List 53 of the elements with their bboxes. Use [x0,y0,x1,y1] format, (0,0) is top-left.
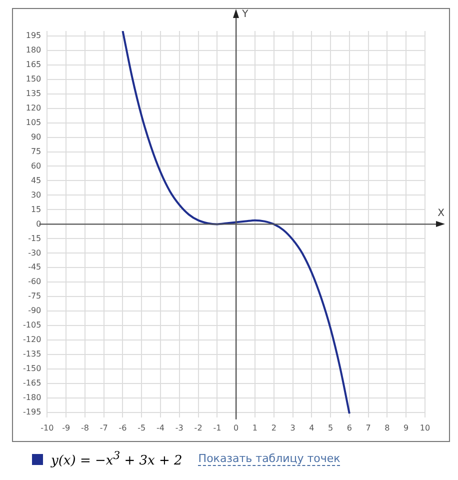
x-tick-label: -6 [118,423,127,432]
y-tick-label: -105 [23,320,42,330]
y-tick-label: 105 [26,118,42,127]
y-tick-label: -135 [23,350,42,359]
legend-label: y(x) = −x$^{3}$ + 3x + 2 [51,449,182,469]
x-tick-label: -4 [156,423,164,432]
y-tick-label: 45 [30,176,42,185]
y-tick-label: -120 [23,335,42,344]
y-tick-label: 75 [30,146,42,156]
y-axis-title: Y [241,9,250,20]
y-tick-label: -195 [23,408,42,417]
x-tick-label: -8 [80,423,89,432]
y-tick-label: 15 [30,204,42,214]
x-axis-title: X [438,208,445,220]
x-tick-label: 7 [366,423,371,432]
text: Показать таблицу точек [198,452,340,466]
y-tick-label: -75 [28,292,42,301]
x-tick-label: -3 [175,423,184,432]
x-tick-label: -7 [100,423,108,432]
y-tick-label: -60 [28,277,42,286]
line-series [122,31,350,415]
x-tick-label: 2 [271,423,276,432]
x-tick-label: -9 [62,423,70,432]
y-tick-label: 165 [26,60,42,69]
x-tick-label: 3 [290,423,296,432]
y-tick-label: 90 [30,132,42,142]
x-tick-label: 1 [252,423,258,432]
x-tick-label: 5 [328,423,334,432]
x-tick-label: -1 [213,423,222,432]
y-tick-label: 195 [26,30,42,40]
x-tick-label: -10 [40,423,54,432]
y-tick-label: 0 [36,219,42,228]
y-tick-label: -15 [28,234,42,243]
x-tick-label: 4 [309,423,314,432]
y-tick-label: 150 [26,74,42,84]
x-tick-label: 10 [420,423,430,432]
x-tick-label: -5 [138,423,146,432]
x-tick-label: 9 [404,423,409,432]
x-tick-label: 6 [346,423,352,432]
y-tick-label: -30 [28,248,42,258]
y-tick-label: -150 [23,364,42,374]
y-tick-label: 120 [26,103,42,112]
y-tick-label: -165 [23,378,42,388]
y-tick-label: 180 [26,45,42,54]
y-tick-label: -180 [23,393,42,402]
x-tick-label: 8 [384,423,390,432]
y-tick-label: -90 [28,306,42,316]
y-tick-label: 60 [30,161,42,170]
x-tick-label: 0 [234,423,239,432]
x-tick-label: -2 [194,423,202,432]
y-tick-label: -45 [28,262,42,272]
y-tick-label: 30 [30,190,42,200]
y-tick-label: 135 [26,88,42,98]
